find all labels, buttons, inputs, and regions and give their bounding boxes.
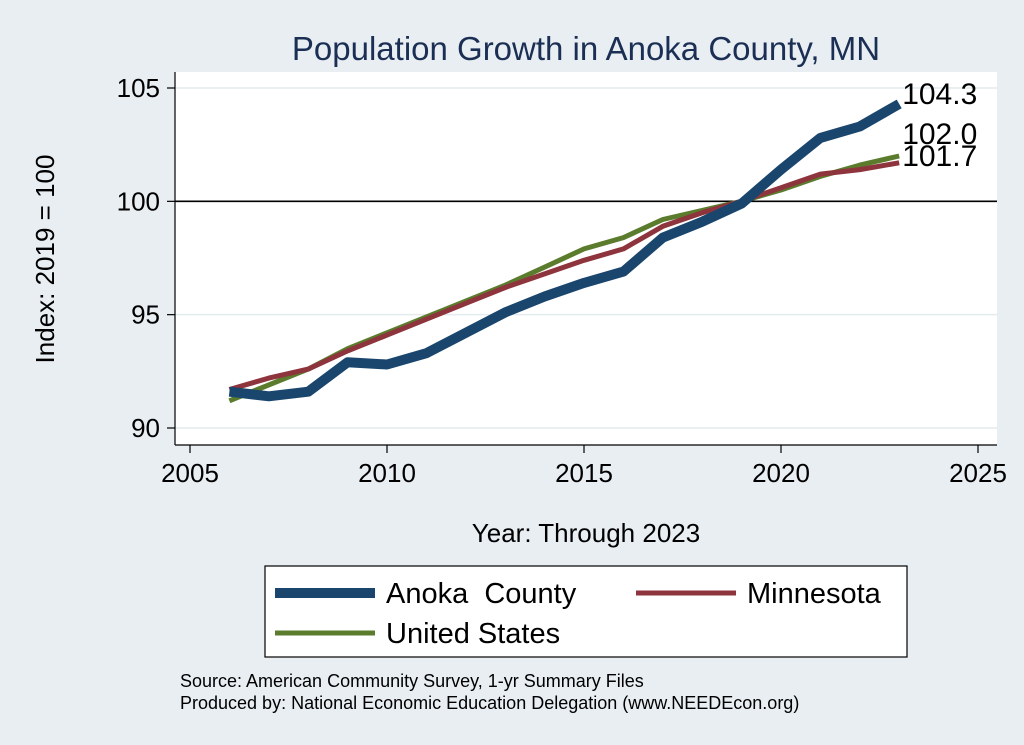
x-tick-label: 2015: [555, 458, 613, 488]
x-tick-label: 2005: [161, 458, 219, 488]
legend-box: [264, 565, 908, 658]
producer-note: Produced by: National Economic Education…: [180, 693, 799, 713]
series-line-anoka: [228, 99, 902, 402]
x-tick-label: 2025: [949, 458, 1007, 488]
series-line-minnesota: [228, 160, 900, 392]
y-axis-ticks: 90 95 100 105: [117, 73, 175, 443]
legend-label-anoka: Anoka County: [386, 578, 577, 610]
y-tick-label: 90: [131, 413, 160, 443]
legend: Anoka County Minnesota United States: [264, 565, 908, 658]
legend-item-minnesota: Minnesota: [636, 578, 882, 610]
x-axis-title: Year: Through 2023: [472, 518, 700, 548]
x-tick-label: 2020: [752, 458, 810, 488]
source-note: Source: American Community Survey, 1-yr …: [180, 671, 644, 691]
x-tick-label: 2010: [358, 458, 416, 488]
y-tick-label: 95: [131, 300, 160, 330]
legend-item-anoka: Anoka County: [275, 578, 577, 610]
x-axis-ticks: 2005 2010 2015 2020 2025: [161, 445, 1007, 488]
legend-label-united-states: United States: [386, 618, 560, 650]
legend-item-united-states: United States: [275, 618, 560, 650]
series-lines: [228, 99, 902, 404]
chart-title: Population Growth in Anoka County, MN: [292, 30, 880, 67]
y-tick-label: 105: [117, 73, 160, 103]
y-tick-label: 100: [117, 186, 160, 216]
end-label-minnesota: 101.7: [902, 140, 977, 173]
legend-label-minnesota: Minnesota: [747, 578, 882, 610]
end-label-anoka: 104.3: [902, 78, 977, 111]
y-axis-title: Index: 2019 = 100: [30, 155, 60, 364]
end-label-united-states: 102.0: [902, 118, 977, 151]
